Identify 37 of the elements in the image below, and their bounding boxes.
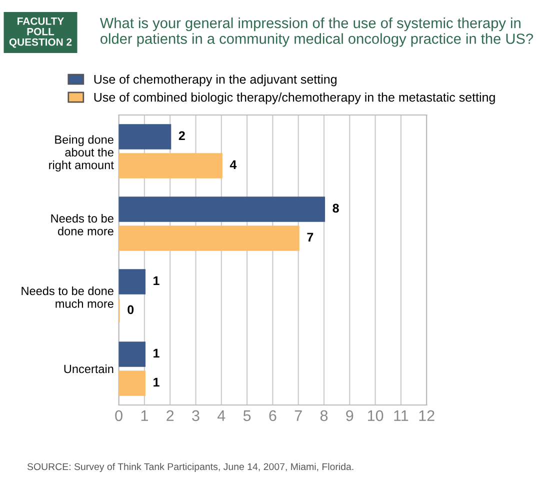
chart-title: What is your general impression of the use of systemic therapy in older patients in a community medical oncology practice in the US? [100,18,534,47]
x-tick-label: 3 [192,410,200,422]
x-tick-label: 7 [294,410,302,421]
x-tick-label: 5 [243,410,251,422]
x-tick-label: 2 [166,410,174,421]
y-tick-label: Needs to be done much more [22,286,114,308]
x-tick-label: 0 [115,410,122,422]
bar [118,196,326,222]
data-label: 2 [178,131,185,140]
x-tick-label: 6 [269,410,276,422]
legend-label: Use of combined biologic therapy/chemotherapy in the metastatic setting [94,92,495,104]
data-label: 1 [154,348,160,358]
data-label: 8 [332,204,339,213]
data-label: 4 [230,160,237,169]
source-note: SOURCE: Survey of Think Tank Participants, June 14, 2007, Miami, Florida. [27,462,354,472]
x-tick-label: 1 [141,410,148,421]
bar [118,269,146,294]
x-tick-label: 10 [368,410,384,422]
data-label: 1 [154,378,160,386]
y-tick-label: Needs to be done more [51,214,114,236]
y-tick-label: Being done about the right amount [49,135,114,172]
x-tick-label: 11 [394,410,408,421]
bar [118,342,146,367]
bar [118,153,222,178]
y-tick-label: Uncertain [64,364,114,374]
legend-label: Use of chemotherapy in the adjuvant setting [94,74,336,86]
bar [118,124,172,150]
data-label: 7 [307,232,314,242]
data-label: 0 [128,305,134,314]
bar [118,370,146,396]
x-tick-label: 4 [218,410,226,421]
data-label: 1 [154,276,160,285]
bar [118,226,300,251]
x-tick-label: 9 [346,410,354,422]
x-tick-label: 8 [320,410,328,422]
x-tick-label: 12 [419,410,434,421]
text: FACULTY POLL QUESTION 2 [9,17,72,48]
